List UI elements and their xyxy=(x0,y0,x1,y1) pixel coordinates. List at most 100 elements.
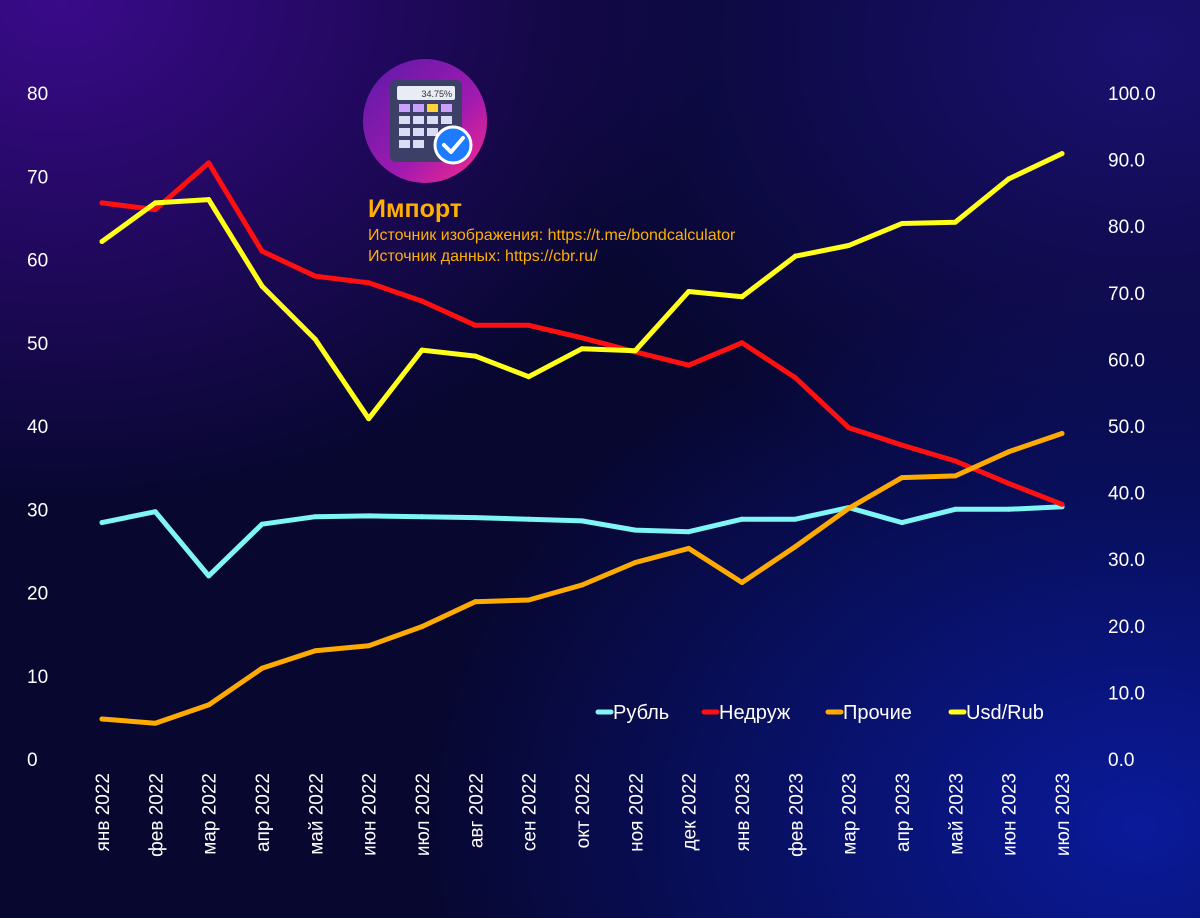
verified-check-icon xyxy=(433,125,473,165)
data-point xyxy=(152,200,158,206)
data-point xyxy=(472,353,478,359)
left-tick-label: 20 xyxy=(27,584,48,605)
data-point xyxy=(99,200,105,206)
data-point xyxy=(686,545,692,551)
left-tick-label: 0 xyxy=(27,750,38,771)
page-title: Импорт xyxy=(368,195,462,223)
right-tick-label: 80.0 xyxy=(1108,217,1145,238)
legend-label: Рубль xyxy=(613,702,669,724)
data-point xyxy=(99,716,105,722)
data-point xyxy=(899,442,905,448)
left-tick-label: 80 xyxy=(27,84,48,105)
data-point xyxy=(1059,501,1065,507)
right-tick-label: 60.0 xyxy=(1108,350,1145,371)
data-point xyxy=(259,665,265,671)
data-point xyxy=(312,648,318,654)
data-point xyxy=(1059,430,1065,436)
data-point xyxy=(419,624,425,630)
left-tick-label: 60 xyxy=(27,251,48,272)
data-point xyxy=(739,580,745,586)
data-point xyxy=(312,336,318,342)
data-point xyxy=(206,573,212,579)
data-point xyxy=(792,253,798,259)
x-tick-label: мар 2022 xyxy=(200,773,221,855)
data-point xyxy=(312,273,318,279)
data-point xyxy=(899,221,905,227)
data-point xyxy=(579,582,585,588)
right-tick-label: 10.0 xyxy=(1108,683,1145,704)
data-point xyxy=(526,597,532,603)
data-point xyxy=(792,516,798,522)
data-point xyxy=(152,207,158,213)
data-point xyxy=(366,513,372,519)
data-point xyxy=(952,473,958,479)
data-point xyxy=(259,248,265,254)
data-point xyxy=(846,425,852,431)
data-point xyxy=(579,518,585,524)
data-point xyxy=(792,375,798,381)
source-image-text: Источник изображения: https://t.me/bondc… xyxy=(368,227,736,244)
data-point xyxy=(99,239,105,245)
legend-label: Usd/Rub xyxy=(966,702,1044,724)
data-point xyxy=(526,322,532,328)
data-point xyxy=(206,702,212,708)
data-point xyxy=(366,643,372,649)
x-tick-label: ноя 2022 xyxy=(626,773,647,852)
left-tick-label: 30 xyxy=(27,500,48,521)
logo-display-text: 34.75% xyxy=(421,89,452,99)
legend-label: Прочие xyxy=(843,702,912,724)
right-tick-label: 0.0 xyxy=(1108,750,1134,771)
data-point xyxy=(686,288,692,294)
x-tick-label: фев 2023 xyxy=(786,773,807,857)
data-point xyxy=(739,516,745,522)
data-point xyxy=(632,348,638,354)
data-point xyxy=(899,475,905,481)
data-point xyxy=(312,514,318,520)
x-axis: янв 2022 фев 2022 мар 2022 апр 2022 май 2022… xyxy=(93,773,1074,857)
right-axis: 0.0 10.0 20.0 30.0 40.0 50.0 60.0 70.0 80.0 90.0 1… xyxy=(1108,84,1156,771)
source-data-text: Источник данных: https://cbr.ru/ xyxy=(368,248,598,265)
x-tick-label: июн 2022 xyxy=(360,773,381,856)
data-point xyxy=(259,521,265,527)
data-point xyxy=(419,298,425,304)
data-point xyxy=(472,322,478,328)
data-point xyxy=(632,560,638,566)
x-tick-label: мар 2023 xyxy=(840,773,861,855)
x-tick-label: фев 2022 xyxy=(146,773,167,857)
left-tick-label: 40 xyxy=(27,417,48,438)
data-point xyxy=(739,340,745,346)
left-tick-label: 10 xyxy=(27,667,48,688)
left-tick-label: 70 xyxy=(27,167,48,188)
x-tick-label: янв 2023 xyxy=(733,773,754,851)
left-axis: 0 10 20 30 40 50 60 70 80 xyxy=(27,84,48,771)
data-point xyxy=(952,458,958,464)
data-point xyxy=(686,362,692,368)
series-layer xyxy=(99,151,1065,726)
legend-label: Недруж xyxy=(719,702,791,724)
right-tick-label: 50.0 xyxy=(1108,417,1145,438)
x-tick-label: окт 2022 xyxy=(573,773,594,848)
data-point xyxy=(792,544,798,550)
data-point xyxy=(526,374,532,380)
data-point xyxy=(1006,506,1012,512)
data-point xyxy=(899,520,905,526)
data-point xyxy=(366,280,372,286)
left-tick-label: 50 xyxy=(27,334,48,355)
right-tick-label: 30.0 xyxy=(1108,550,1145,571)
data-point xyxy=(259,283,265,289)
data-point xyxy=(579,346,585,352)
x-tick-label: июл 2023 xyxy=(1053,773,1074,856)
legend: Рубль Недруж Прочие Usd/Rub xyxy=(595,702,1044,724)
data-point xyxy=(526,516,532,522)
x-tick-label: янв 2022 xyxy=(93,773,114,851)
data-point xyxy=(1059,151,1065,157)
right-tick-label: 40.0 xyxy=(1108,484,1145,505)
data-point xyxy=(472,599,478,605)
data-point xyxy=(206,160,212,166)
data-point xyxy=(152,509,158,515)
data-point xyxy=(366,416,372,422)
x-tick-label: июл 2022 xyxy=(413,773,434,856)
x-tick-label: сен 2022 xyxy=(520,773,541,851)
